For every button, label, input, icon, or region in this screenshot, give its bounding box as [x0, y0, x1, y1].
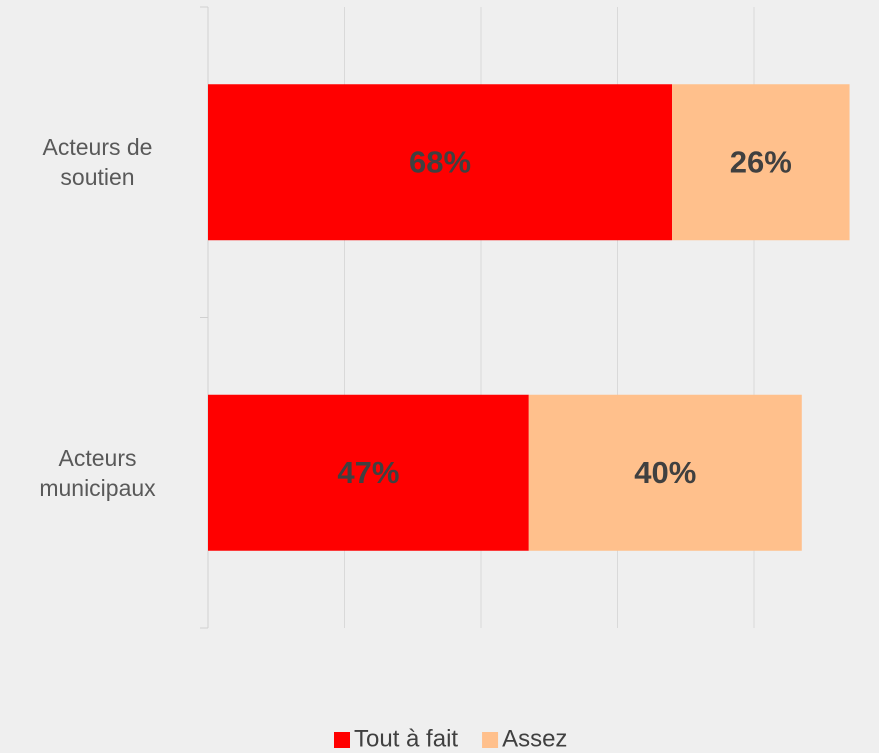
legend-label: Tout à fait [354, 725, 458, 752]
legend-label: Assez [502, 725, 567, 752]
category-label: Acteurs de soutien [42, 134, 153, 191]
value-label: 47% [337, 455, 399, 490]
bar [672, 84, 850, 241]
category-label: Acteurs municipaux [39, 444, 156, 501]
legend-swatch [334, 732, 350, 748]
value-label: 26% [730, 144, 792, 179]
bar [528, 394, 802, 551]
value-label: 68% [409, 144, 471, 179]
bar [208, 84, 673, 241]
bar [208, 394, 529, 551]
value-label: 40% [634, 455, 696, 490]
legend-swatch [482, 732, 499, 748]
